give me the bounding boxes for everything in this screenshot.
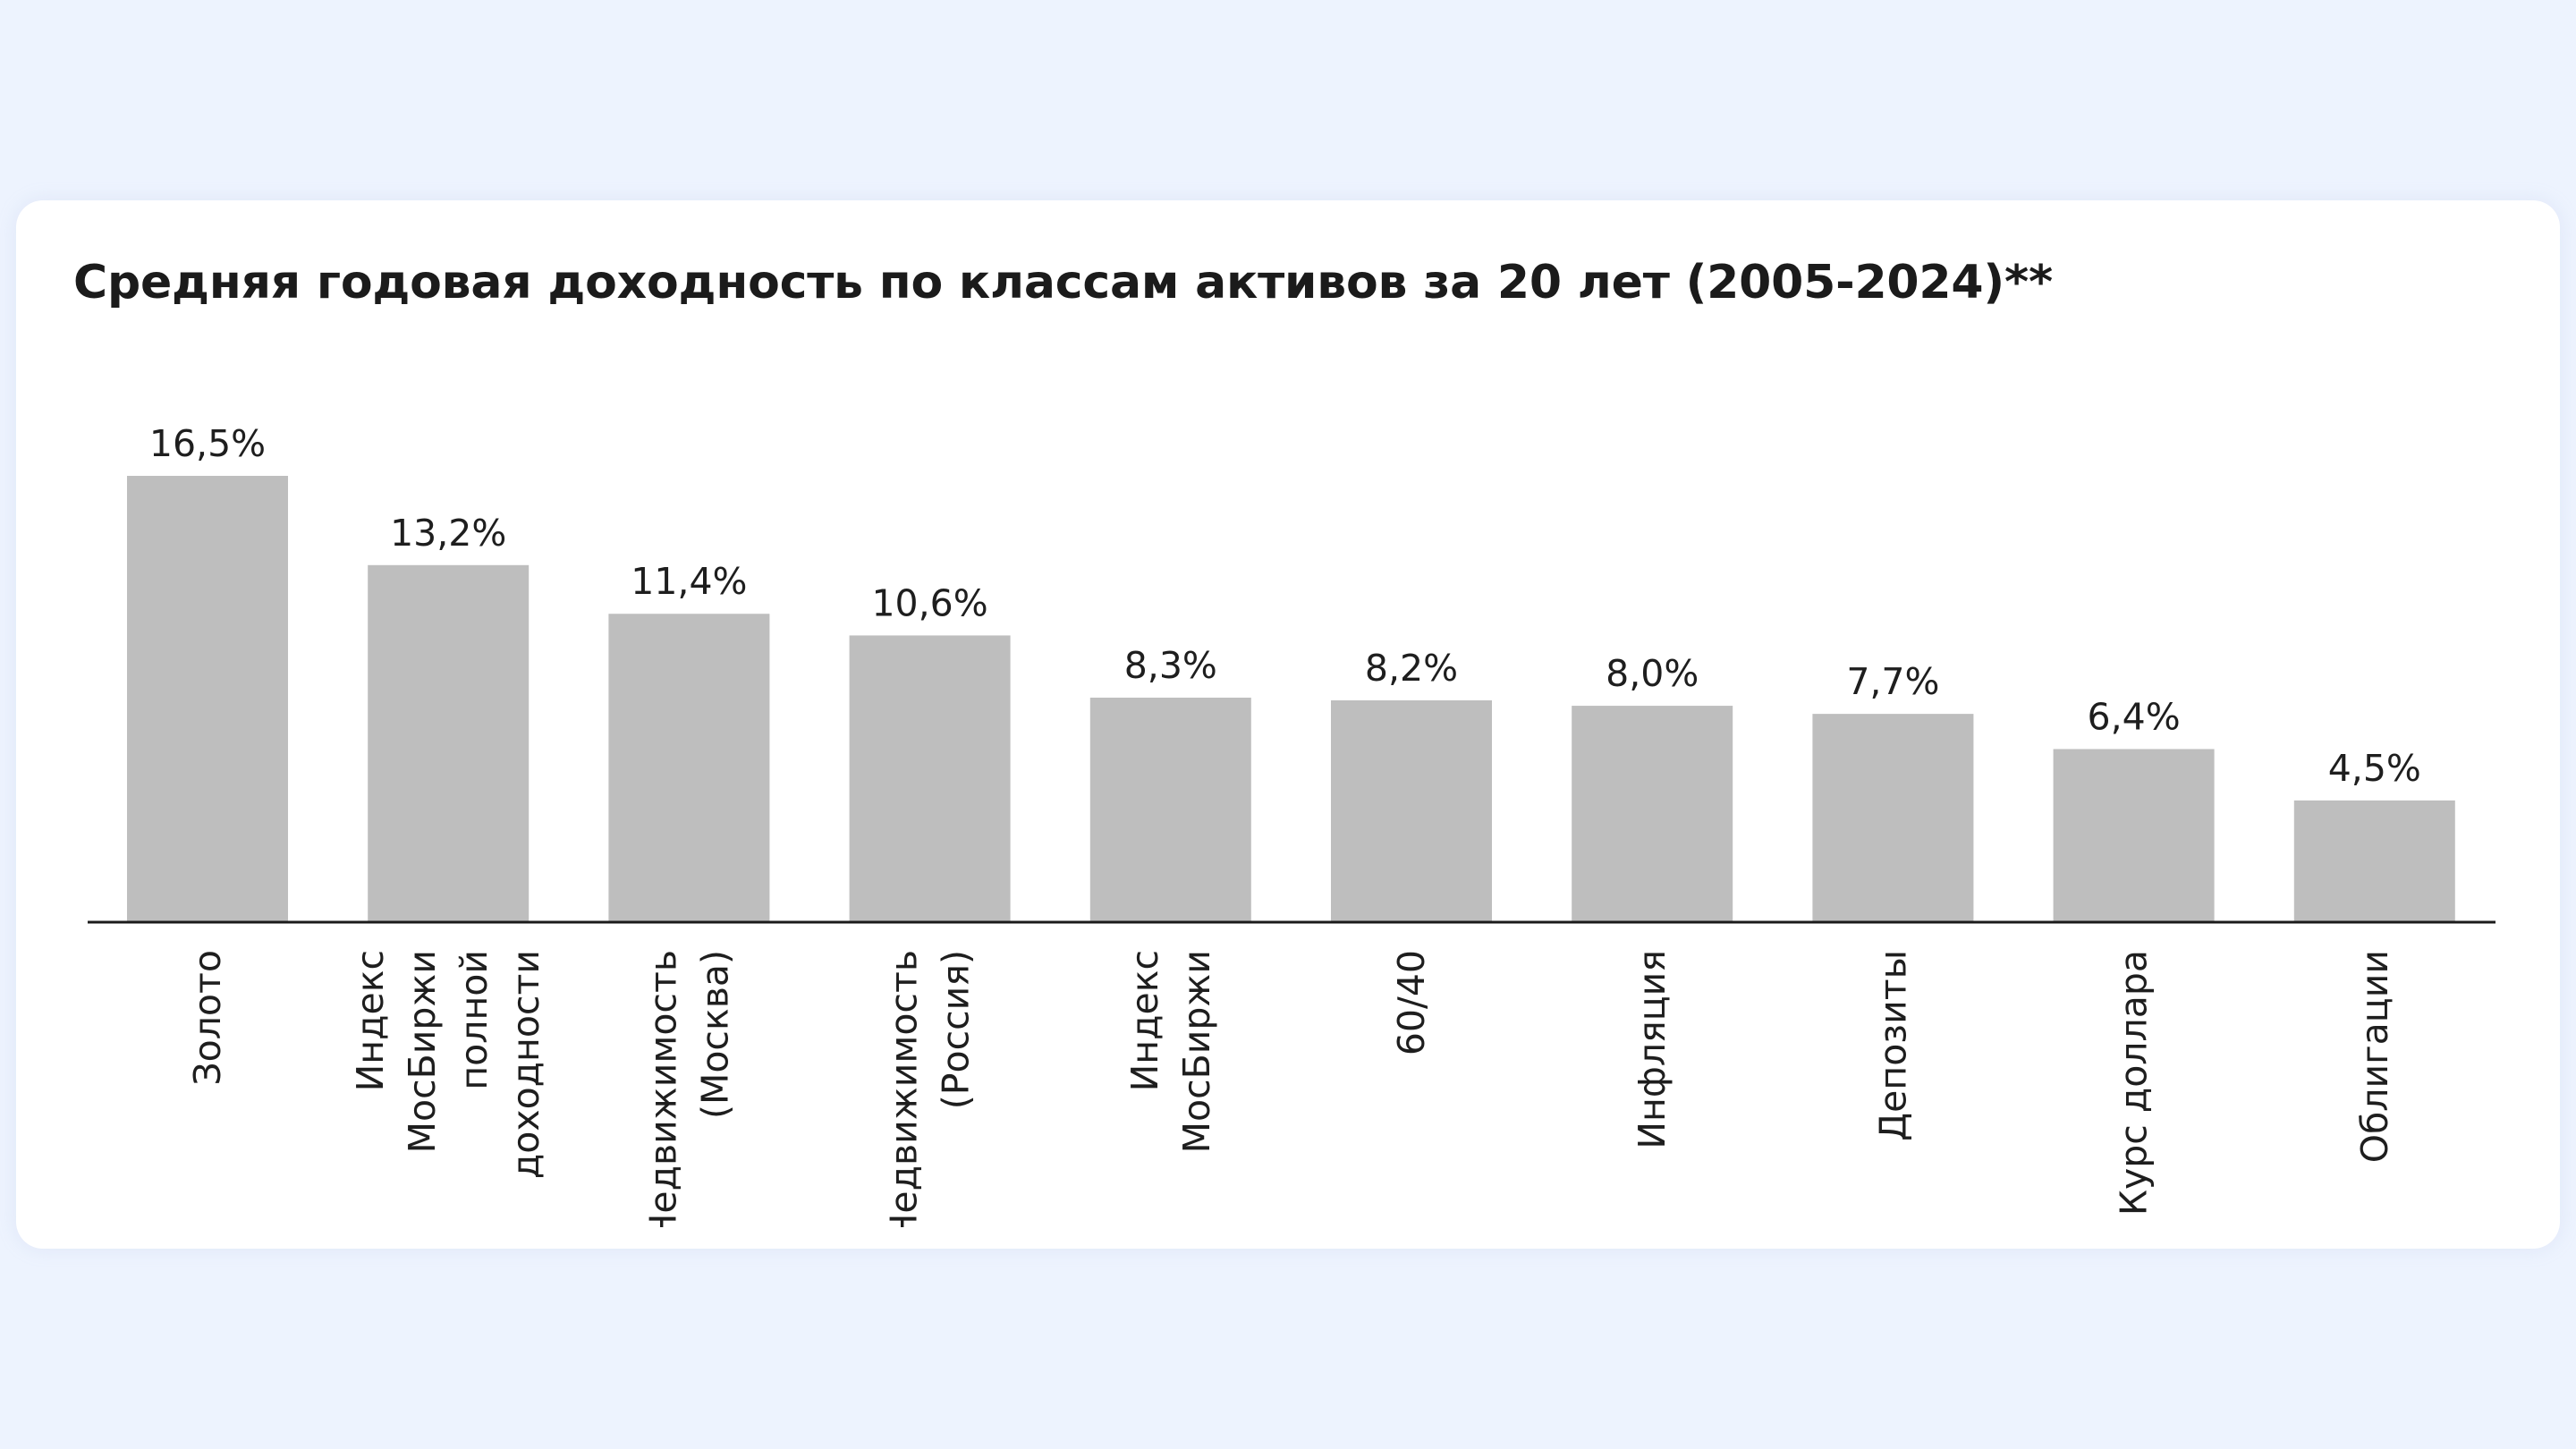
bar (1812, 714, 1974, 922)
bar (1331, 700, 1492, 922)
category-label-line: Золото (186, 950, 229, 1086)
bar (2293, 800, 2455, 922)
value-label: 7,7% (1846, 660, 1939, 703)
bar (2053, 749, 2215, 922)
value-label: 10,6% (871, 581, 987, 624)
category-label: Облигации (2353, 950, 2396, 1163)
value-label: 8,3% (1124, 644, 1217, 687)
value-label: 16,5% (149, 422, 266, 465)
bar (1572, 706, 1733, 922)
category-label-line: Индекс (349, 950, 392, 1091)
category-label: Депозиты (1871, 950, 1914, 1141)
category-label: Индекс МосБиржи полной доходности (349, 950, 547, 1179)
category-label-line: полной (453, 950, 496, 1090)
value-label: 13,2% (390, 512, 506, 555)
category-label: Недвижимость (Россия) (883, 950, 978, 1241)
category-label: 60/40 (1390, 950, 1433, 1055)
value-label: 6,4% (2088, 695, 2181, 738)
value-label: 11,4% (631, 560, 747, 603)
category-label: Недвижимость (Москва) (641, 950, 736, 1241)
category-label-line: Недвижимость (641, 950, 684, 1241)
category-label-line: 60/40 (1390, 950, 1433, 1055)
bar (849, 635, 1011, 922)
category-label-line: МосБиржи (401, 950, 444, 1153)
category-label: Индекс МосБиржи (1123, 950, 1218, 1153)
category-label: Инфляция (1631, 950, 1674, 1149)
category-label-line: Недвижимость (883, 950, 926, 1241)
chart-card: Средняя годовая доходность по классам ак… (16, 200, 2560, 1249)
category-label-line: (Москва) (693, 950, 736, 1119)
bar (608, 614, 770, 922)
category-label-line: Облигации (2353, 950, 2396, 1163)
category-label-line: доходности (504, 950, 547, 1179)
category-label: Курс доллара (2113, 950, 2156, 1216)
category-label: Золото (186, 950, 229, 1086)
value-label: 8,0% (1606, 652, 1699, 695)
chart-title: Средняя годовая доходность по классам ак… (73, 256, 2053, 309)
bar (368, 564, 530, 922)
category-label-line: (Россия) (935, 950, 978, 1109)
category-label-line: МосБиржи (1175, 950, 1218, 1153)
category-label-line: Депозиты (1871, 950, 1914, 1141)
bar (1089, 697, 1251, 922)
category-label-line: Курс доллара (2113, 950, 2156, 1216)
bar (127, 476, 288, 922)
category-label-line: Индекс (1123, 950, 1166, 1091)
category-label-line: Инфляция (1631, 950, 1674, 1149)
value-label: 4,5% (2328, 747, 2421, 790)
value-label: 8,2% (1365, 647, 1458, 690)
bar-chart: 16,5% 13,2% 11,4% 10,6% 8,3% 8,2% 8,0% 7,7% 6,4%… (88, 422, 2496, 1241)
